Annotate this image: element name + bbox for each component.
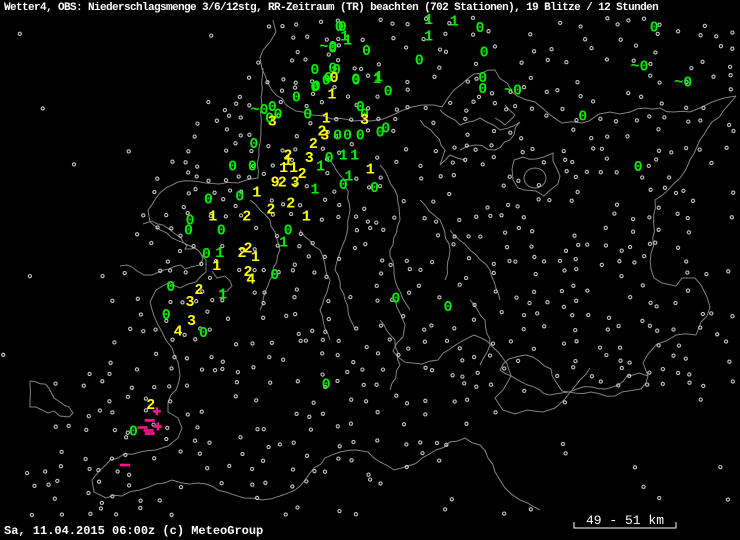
svg-text:0: 0 bbox=[310, 79, 319, 96]
svg-text:1: 1 bbox=[212, 258, 221, 275]
svg-text:0: 0 bbox=[480, 45, 489, 62]
svg-text:0: 0 bbox=[443, 299, 452, 316]
svg-text:0: 0 bbox=[162, 307, 171, 324]
svg-text:~0: ~0 bbox=[674, 75, 692, 92]
svg-text:0: 0 bbox=[478, 81, 487, 98]
svg-text:1: 1 bbox=[310, 181, 319, 198]
svg-text:1: 1 bbox=[339, 147, 348, 164]
svg-text:0: 0 bbox=[129, 424, 138, 441]
svg-text:1: 1 bbox=[343, 32, 352, 49]
svg-text:0: 0 bbox=[228, 159, 237, 176]
svg-text:0: 0 bbox=[166, 279, 175, 296]
svg-text:0: 0 bbox=[328, 40, 337, 57]
svg-text:1: 1 bbox=[350, 147, 359, 164]
svg-text:0: 0 bbox=[322, 376, 331, 393]
svg-text:0: 0 bbox=[634, 159, 643, 176]
svg-text:1: 1 bbox=[302, 208, 311, 225]
svg-text:0: 0 bbox=[325, 150, 334, 167]
svg-text:0: 0 bbox=[184, 223, 193, 240]
svg-text:0: 0 bbox=[343, 128, 352, 145]
svg-text:2: 2 bbox=[266, 201, 275, 218]
svg-text:1: 1 bbox=[327, 86, 336, 103]
svg-text:3: 3 bbox=[360, 112, 369, 129]
svg-text:0: 0 bbox=[384, 84, 393, 101]
svg-text:0: 0 bbox=[303, 106, 312, 123]
svg-text:~0: ~0 bbox=[630, 58, 648, 75]
svg-text:2: 2 bbox=[194, 282, 203, 299]
svg-text:2: 2 bbox=[278, 174, 287, 191]
svg-text:0: 0 bbox=[370, 180, 379, 197]
svg-text:1: 1 bbox=[373, 71, 382, 88]
svg-text:3: 3 bbox=[185, 294, 194, 311]
svg-text:0: 0 bbox=[249, 136, 258, 153]
svg-text:0: 0 bbox=[356, 128, 365, 145]
svg-text:0: 0 bbox=[202, 246, 211, 263]
svg-text:1: 1 bbox=[218, 286, 227, 303]
svg-text:0: 0 bbox=[248, 159, 257, 176]
svg-text:0: 0 bbox=[351, 72, 360, 89]
svg-text:~0: ~0 bbox=[504, 83, 522, 100]
svg-text:3: 3 bbox=[268, 113, 277, 130]
svg-text:0: 0 bbox=[199, 325, 208, 342]
svg-text:4: 4 bbox=[174, 324, 183, 341]
svg-text:1: 1 bbox=[450, 13, 459, 30]
svg-text:1: 1 bbox=[316, 159, 325, 176]
svg-text:3: 3 bbox=[305, 150, 314, 167]
svg-text:2: 2 bbox=[242, 208, 251, 225]
svg-text:0: 0 bbox=[578, 109, 587, 126]
svg-text:0: 0 bbox=[339, 177, 348, 194]
svg-text:1: 1 bbox=[252, 184, 261, 201]
svg-text:49 - 51 km: 49 - 51 km bbox=[586, 513, 664, 528]
svg-text:0: 0 bbox=[362, 43, 371, 60]
svg-text:0: 0 bbox=[217, 223, 226, 240]
svg-text:1: 1 bbox=[366, 162, 375, 179]
svg-text:0: 0 bbox=[330, 70, 339, 87]
svg-text:0: 0 bbox=[270, 267, 279, 284]
svg-text:3: 3 bbox=[290, 174, 299, 191]
svg-text:4: 4 bbox=[246, 272, 255, 289]
svg-text:0: 0 bbox=[235, 189, 244, 206]
svg-text:3: 3 bbox=[187, 313, 196, 330]
svg-text:1: 1 bbox=[424, 28, 433, 45]
svg-text:0: 0 bbox=[292, 89, 301, 106]
svg-text:0: 0 bbox=[333, 128, 342, 145]
svg-text:1: 1 bbox=[424, 12, 433, 29]
svg-text:0: 0 bbox=[650, 19, 659, 36]
svg-text:3: 3 bbox=[320, 128, 329, 145]
svg-text:2: 2 bbox=[286, 196, 295, 213]
svg-text:1: 1 bbox=[279, 234, 288, 251]
svg-text:0: 0 bbox=[310, 62, 319, 79]
svg-text:0: 0 bbox=[391, 290, 400, 307]
svg-text:0: 0 bbox=[475, 20, 484, 37]
svg-text:0: 0 bbox=[204, 191, 213, 208]
svg-text:0: 0 bbox=[376, 125, 385, 142]
svg-text:0: 0 bbox=[415, 53, 424, 70]
